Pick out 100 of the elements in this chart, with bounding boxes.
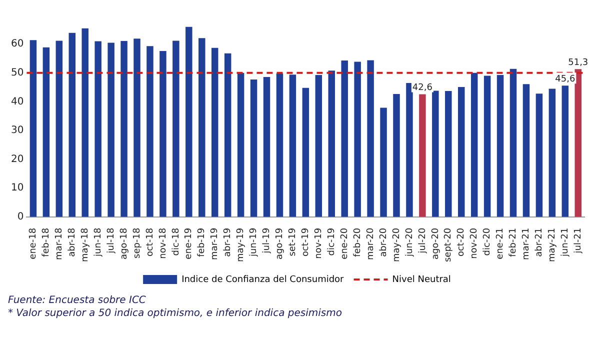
legend-label: Indice de Confianza del Consumidor bbox=[182, 274, 344, 285]
x-tick-label: nov-20 bbox=[470, 228, 480, 259]
x-tick-label: feb-19 bbox=[197, 228, 208, 257]
bar bbox=[536, 94, 543, 217]
bar bbox=[406, 83, 413, 217]
x-tick-label: oct-20 bbox=[456, 228, 467, 257]
x-tick-label: ago-18 bbox=[119, 228, 130, 260]
x-tick-label: feb-20 bbox=[352, 228, 363, 257]
bar bbox=[315, 74, 322, 217]
x-tick-label: mar-18 bbox=[54, 228, 65, 260]
bar bbox=[367, 60, 374, 217]
y-tick-label: 40 bbox=[10, 96, 24, 108]
bar bbox=[341, 60, 348, 217]
bar bbox=[496, 74, 504, 217]
x-tick-label: jun-20 bbox=[404, 228, 415, 258]
x-tick-label: mar-19 bbox=[210, 228, 220, 260]
x-tick-label: dic-20 bbox=[482, 228, 493, 256]
bar bbox=[562, 86, 569, 217]
bar bbox=[211, 48, 218, 217]
bar bbox=[172, 40, 180, 217]
x-tick-label: jul-19 bbox=[262, 228, 272, 254]
x-tick-label: nov-18 bbox=[158, 228, 168, 259]
y-tick-label: 0 bbox=[17, 211, 24, 222]
bar bbox=[94, 41, 102, 217]
legend-label: Nivel Neutral bbox=[392, 274, 451, 285]
x-tick-label: ene-19 bbox=[184, 228, 194, 260]
x-tick-label: jun-21 bbox=[560, 228, 570, 258]
bar bbox=[198, 38, 206, 217]
x-tick-label: feb-18 bbox=[42, 228, 52, 257]
x-tick-label: jun-18 bbox=[93, 228, 104, 258]
x-tick-label: ene-21 bbox=[496, 228, 506, 260]
x-tick-label: abr-18 bbox=[67, 228, 78, 257]
bar bbox=[393, 94, 400, 217]
bar bbox=[380, 108, 387, 217]
x-tick-label: mar-20 bbox=[366, 228, 376, 260]
bar bbox=[328, 70, 335, 217]
bar bbox=[302, 88, 310, 217]
x-tick-label: abr-19 bbox=[223, 228, 234, 257]
x-tick-label: sept-20 bbox=[444, 228, 454, 262]
data-label: 45,6 bbox=[555, 74, 576, 84]
bar bbox=[160, 51, 166, 217]
bar bbox=[68, 32, 76, 217]
bar bbox=[574, 69, 582, 217]
bar bbox=[354, 62, 361, 217]
x-tick-label: may-18 bbox=[80, 228, 90, 262]
x-tick-label: may-19 bbox=[236, 228, 246, 262]
x-tick-label: oct-18 bbox=[145, 228, 156, 257]
x-tick-label: may-20 bbox=[392, 228, 402, 262]
x-tick-label: abr-21 bbox=[534, 228, 545, 257]
bar bbox=[108, 42, 114, 217]
bar bbox=[237, 72, 244, 217]
bar bbox=[120, 40, 128, 217]
x-tick-label: ago-20 bbox=[430, 228, 441, 260]
x-tick-label: nov-19 bbox=[314, 228, 324, 259]
x-tick-label: may-21 bbox=[548, 228, 558, 262]
bar bbox=[42, 47, 50, 217]
bar bbox=[224, 53, 232, 217]
x-tick-label: mar-21 bbox=[522, 228, 532, 260]
bar bbox=[30, 40, 37, 217]
y-tick-label: 60 bbox=[10, 38, 24, 50]
bar bbox=[276, 74, 284, 217]
data-label: 42,6 bbox=[412, 83, 433, 94]
x-tick-label: jul-18 bbox=[106, 228, 116, 254]
text: * Valor superior a 50 indica optimismo, e inferior indica pesimismo bbox=[8, 307, 343, 320]
x-tick-label: dic-18 bbox=[171, 228, 182, 256]
bar bbox=[56, 40, 63, 217]
x-tick-label: ene-18 bbox=[28, 228, 39, 260]
bar bbox=[484, 76, 491, 217]
y-tick-label: 50 bbox=[10, 68, 24, 79]
bar bbox=[82, 28, 88, 217]
bar bbox=[432, 90, 439, 217]
bar bbox=[458, 87, 465, 217]
x-tick-label: dic-19 bbox=[326, 228, 337, 256]
x-tick-label: abr-20 bbox=[378, 228, 389, 257]
x-tick-label: jul-21 bbox=[573, 228, 584, 254]
data-label: 51,3 bbox=[568, 58, 588, 68]
bar bbox=[445, 91, 452, 217]
bar bbox=[548, 88, 556, 217]
x-tick-label: oct-19 bbox=[301, 228, 312, 257]
bar bbox=[510, 68, 517, 217]
x-tick-label: ago-19 bbox=[275, 228, 286, 260]
y-tick-label: 20 bbox=[10, 154, 24, 165]
bar bbox=[250, 80, 258, 217]
y-tick-label: 10 bbox=[10, 182, 24, 194]
bar bbox=[289, 74, 296, 217]
x-tick-label: jul-20 bbox=[418, 228, 428, 254]
bar bbox=[263, 76, 270, 217]
x-tick-label: jun-19 bbox=[249, 228, 260, 258]
bar bbox=[186, 26, 192, 217]
bar bbox=[470, 72, 478, 217]
bar bbox=[146, 46, 154, 217]
bar bbox=[522, 84, 530, 217]
x-tick-label: sep-18 bbox=[132, 228, 142, 258]
bar bbox=[134, 38, 140, 217]
x-tick-label: ene-20 bbox=[340, 228, 350, 260]
y-tick-label: 30 bbox=[10, 125, 24, 136]
x-tick-label: feb-21 bbox=[508, 228, 519, 257]
source-note: Fuente: Encuesta sobre ICC bbox=[8, 294, 147, 307]
x-tick-label: set-19 bbox=[288, 228, 298, 256]
bar bbox=[419, 94, 426, 217]
